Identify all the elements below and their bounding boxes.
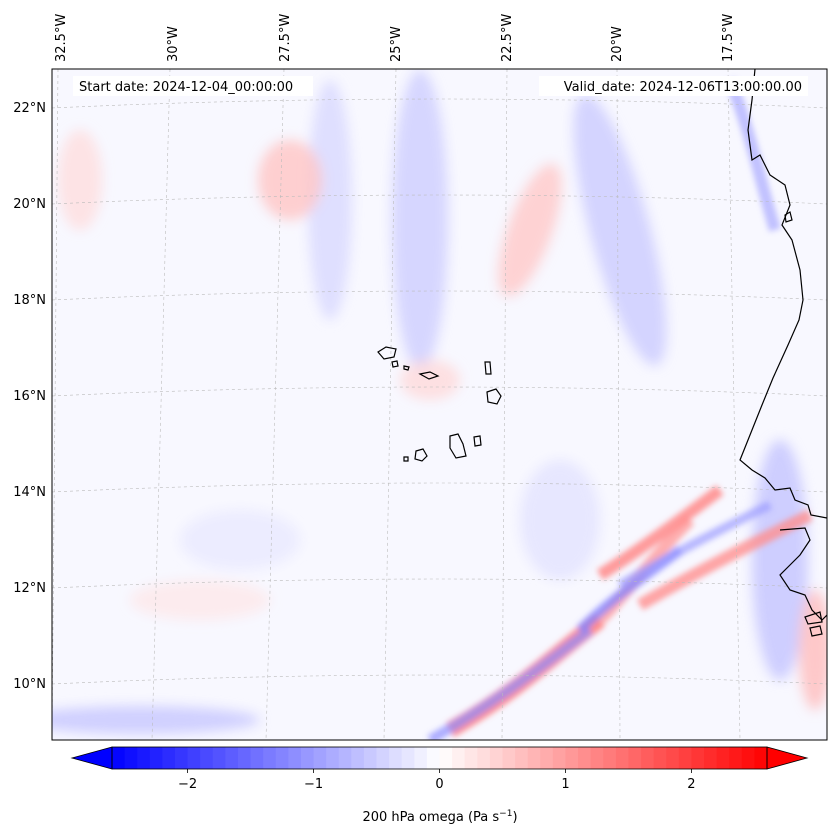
colorbar-cell xyxy=(729,747,743,769)
colorbar-cell xyxy=(452,747,466,769)
colorbar-label: 200 hPa omega (Pa s−1) xyxy=(362,809,517,825)
colorbar-cell xyxy=(578,747,592,769)
island-sal xyxy=(484,361,492,375)
lon-label-20w: 20°W xyxy=(610,26,625,62)
map-frame xyxy=(51,68,828,741)
colorbar-tick-label: −2 xyxy=(178,777,197,792)
colorbar: −2 −1 0 1 2 200 hPa omega (Pa s−1) xyxy=(70,746,809,825)
lat-label-10n: 10°N xyxy=(13,677,46,692)
colorbar-cell xyxy=(288,747,302,769)
colorbar-cell xyxy=(502,747,516,769)
colorbar-cell xyxy=(200,747,214,769)
colorbar-cell xyxy=(653,747,667,769)
graticule xyxy=(52,69,827,740)
colorbar-cell xyxy=(590,747,604,769)
colorbar-cell xyxy=(237,747,252,769)
colorbar-cell xyxy=(439,747,453,769)
colorbar-cell xyxy=(754,747,768,769)
start-date-label: Start date: 2024-12-04_00:00:00 xyxy=(79,80,293,95)
island-sao-vicente xyxy=(391,360,399,368)
colorbar-cell xyxy=(326,747,340,769)
colorbar-cell xyxy=(515,747,529,769)
island-brava xyxy=(403,456,409,462)
colorbar-cell xyxy=(300,747,315,769)
colorbar-cell xyxy=(162,747,176,769)
colorbar-cell xyxy=(112,747,126,769)
lon-label-32-5w: 32.5°W xyxy=(54,14,69,62)
colorbar-cell xyxy=(678,747,693,769)
colorbar-cell xyxy=(351,747,365,769)
colorbar-cell xyxy=(137,747,151,769)
island-santo-antao xyxy=(377,346,397,360)
coastlines xyxy=(377,69,827,637)
colorbar-cell xyxy=(615,747,630,769)
colorbar-cell xyxy=(426,747,441,769)
colorbar-cell xyxy=(603,747,617,769)
colorbar-cell xyxy=(540,747,554,769)
colorbar-cells xyxy=(112,747,768,769)
island-maio xyxy=(473,435,482,447)
colorbar-cell xyxy=(124,747,138,769)
lon-label-25w: 25°W xyxy=(389,26,404,62)
colorbar-cell xyxy=(389,747,403,769)
colorbar-cell xyxy=(275,747,289,769)
colorbar-cell xyxy=(363,747,378,769)
colorbar-cell xyxy=(212,747,226,769)
lon-label-22-5w: 22.5°W xyxy=(500,14,515,62)
colorbar-label-text: 200 hPa omega (Pa s xyxy=(362,810,499,825)
colorbar-cell xyxy=(149,747,163,769)
colorbar-cell xyxy=(477,747,491,769)
colorbar-cell xyxy=(376,747,390,769)
omega-field xyxy=(52,69,827,740)
colorbar-tick-label: 0 xyxy=(435,777,443,792)
lat-label-18n: 18°N xyxy=(13,293,46,308)
colorbar-ticks: −2 −1 0 1 2 xyxy=(178,769,696,792)
colorbar-cell xyxy=(565,747,579,769)
lon-label-17-5w: 17.5°W xyxy=(721,14,736,62)
island-fogo xyxy=(414,448,428,462)
colorbar-tick-label: 2 xyxy=(687,777,695,792)
colorbar-cell xyxy=(338,747,352,769)
colorbar-cell xyxy=(401,747,415,769)
lon-label-30w: 30°W xyxy=(166,26,181,62)
colorbar-cell xyxy=(464,747,478,769)
colorbar-cell xyxy=(691,747,705,769)
lat-label-14n: 14°N xyxy=(13,485,46,500)
colorbar-cell xyxy=(628,747,642,769)
colorbar-tick-label: −1 xyxy=(304,777,323,792)
colorbar-cell xyxy=(741,747,756,769)
colorbar-cell xyxy=(641,747,655,769)
island-boa-vista xyxy=(486,388,502,405)
colorbar-extend-max xyxy=(766,746,809,770)
island-santa-luzia xyxy=(403,365,410,371)
colorbar-cell xyxy=(704,747,718,769)
colorbar-extend-min xyxy=(70,746,113,770)
lat-label-12n: 12°N xyxy=(13,581,46,596)
lat-label-20n: 20°N xyxy=(13,197,46,212)
colorbar-cell xyxy=(666,747,680,769)
colorbar-cell xyxy=(527,747,541,769)
colorbar-cell xyxy=(414,747,428,769)
colorbar-cell xyxy=(552,747,567,769)
colorbar-tick-label: 1 xyxy=(561,777,569,792)
longitude-labels: 32.5°W 30°W 27.5°W 25°W 22.5°W 20°W 17.5… xyxy=(54,14,736,62)
lat-label-22n: 22°N xyxy=(13,101,46,116)
colorbar-cell xyxy=(250,747,264,769)
colorbar-label-exponent: −1 xyxy=(499,809,512,819)
lon-label-27-5w: 27.5°W xyxy=(278,14,293,62)
colorbar-cell xyxy=(187,747,201,769)
island-sao-nicolau xyxy=(418,371,440,380)
colorbar-cell xyxy=(489,747,504,769)
latitude-labels: 22°N 20°N 18°N 16°N 14°N 12°N 10°N xyxy=(13,101,46,692)
colorbar-cell xyxy=(716,747,730,769)
colorbar-cell xyxy=(263,747,277,769)
colorbar-cell xyxy=(174,747,189,769)
colorbar-cell xyxy=(313,747,327,769)
island-santiago xyxy=(449,433,467,459)
lat-label-16n: 16°N xyxy=(13,389,46,404)
valid-date-label: Valid_date: 2024-12-06T13:00:00.00 xyxy=(564,80,802,95)
colorbar-label-close: ) xyxy=(512,810,517,825)
colorbar-cell xyxy=(225,747,239,769)
